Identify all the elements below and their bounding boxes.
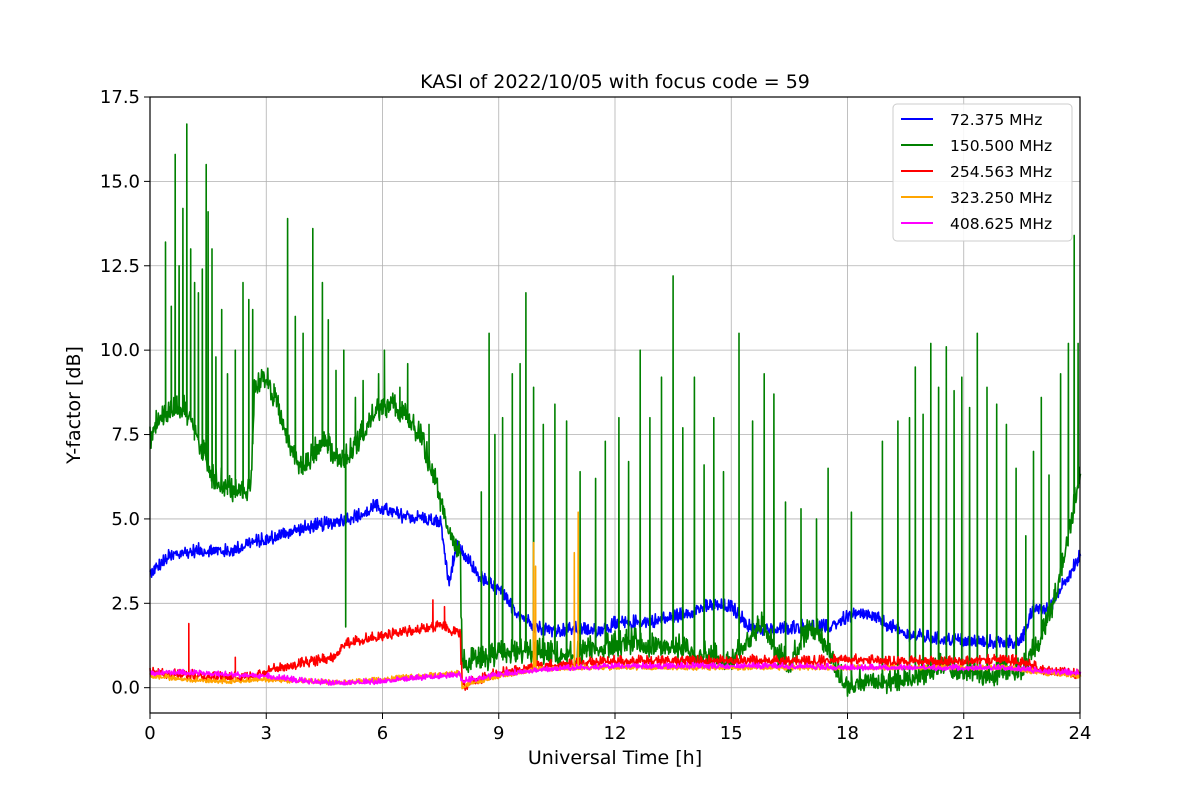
y-tick-label: 2.5 [111,593,140,614]
y-tick-label: 0.0 [111,678,140,699]
legend-label-0: 72.375 MHz [950,111,1042,129]
x-tick-label: 3 [261,723,272,744]
legend-label-4: 408.625 MHz [950,215,1052,233]
legend-label-2: 254.563 MHz [950,163,1052,181]
x-tick-label: 9 [493,723,504,744]
x-axis-label: Universal Time [h] [528,747,702,769]
legend: 72.375 MHz 150.500 MHz 254.563 MHz 323.250 … [892,103,1073,242]
series-line-4 [149,661,1082,686]
legend-label-1: 150.500 MHz [950,137,1052,155]
x-tick-label: 6 [377,723,388,744]
series-line-0 [149,498,1082,649]
legend-label-3: 323.250 MHz [950,189,1052,207]
chart-title: KASI of 2022/10/05 with focus code = 59 [420,71,810,93]
x-tick-label: 0 [144,723,155,744]
x-tick-label: 21 [952,723,975,744]
x-tick-label: 18 [836,723,859,744]
x-tick-label: 15 [720,723,743,744]
x-tick-label: 24 [1069,723,1092,744]
y-tick-label: 5.0 [111,509,140,530]
legend-box [892,103,1073,242]
y-tick-label: 12.5 [100,256,140,277]
y-axis-label: Y-factor [dB] [63,346,85,465]
x-tick-label: 12 [604,723,627,744]
y-tick-label: 17.5 [100,87,140,108]
y-tick-label: 7.5 [111,425,140,446]
series-line-1 [149,123,1082,697]
y-tick-label: 10.0 [100,340,140,361]
y-tick-label: 15.0 [100,171,140,192]
